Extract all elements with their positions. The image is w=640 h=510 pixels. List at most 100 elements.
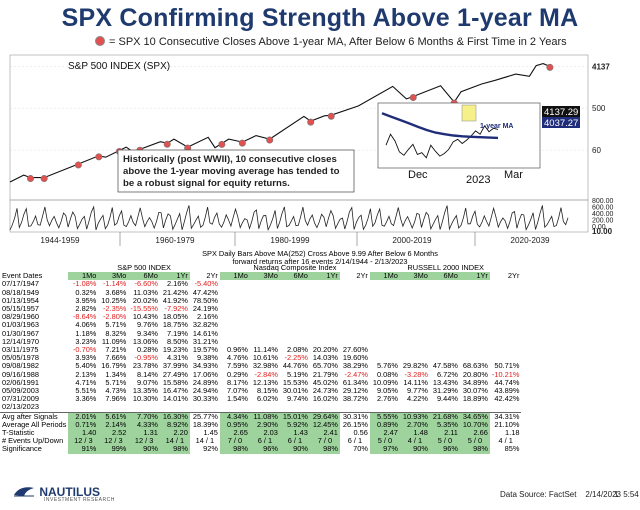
table-cell: 27.60% [342,345,368,355]
returns-table: S&P 500 INDEX Nasdaq Composite Index RUSSE… [0,263,640,474]
inset-highlight [461,104,477,122]
table-cell: 7.59% [226,361,248,371]
table-cell: 30.33% [192,394,218,404]
table-cell: 16.02% [312,394,338,404]
table-cell: 9.76% [136,320,158,330]
table-cell [430,289,460,297]
annotation-line: be a robust signal for equity returns. [123,178,290,189]
table-cell: 11.14% [253,345,278,355]
table-cell: 7.96% [105,394,127,404]
table-cell: 30.07% [462,386,488,396]
summary-cell: 5 / 0 [459,437,490,446]
summary-cell: 2.01% [68,411,99,421]
summary-cell: 1.40 [68,428,99,438]
table-subtitle: forward returns after 16 events 2/14/194… [232,257,408,266]
table-cell: 6.02% [256,394,278,404]
table-cell: 19.57% [192,345,218,355]
summary-cell: 5 / 0 [429,437,460,446]
table-cell [190,403,220,412]
table-cell: 24.94% [192,386,218,396]
table-cell [340,297,370,305]
col-header: 3Mo [399,271,430,281]
table-cell [250,305,280,313]
summary-label: Average All Periods [2,419,67,429]
table-cell: 8.17% [226,377,248,387]
summary-cell: 2.70% [399,420,430,430]
table-cell [490,403,522,412]
signal-marker [40,175,48,183]
table-cell: 10.61% [252,353,278,363]
table-cell: 18.05% [162,312,188,322]
summary-cell: 1.43 [279,428,310,438]
table-cell: -1.14% [102,279,127,289]
data-source: Data Source: FactSet 2/14/2023 5:54 [500,490,639,499]
era-label: 2000-2019 [392,236,432,245]
table-cell: 19.60% [342,353,368,363]
summary-cell: 16.30% [159,411,190,421]
table-cell [340,330,370,338]
table-cell: 0.96% [226,345,248,355]
col-header: 6Mo [128,271,160,281]
summary-row: T-Statistic 1.40 2.52 1.31 2.20 1.45 2.65 2.03 1… [0,428,521,438]
table-cell: 32.82% [192,320,218,330]
table-cell: -7.92% [164,304,188,314]
oscillator-tick: 800.00 [592,198,614,205]
table-cell: -2.47% [344,369,368,379]
table-cell [400,313,430,321]
table-cell [400,346,430,354]
table-cell: 19.23% [162,345,188,355]
table-cell [430,338,460,346]
signal-marker [266,136,274,144]
table-title-block: SPX Daily Bars Above MA(252) Cross Above… [0,250,640,266]
table-cell: 13.35% [132,386,158,396]
summary-cell: 12.45% [309,420,340,430]
summary-cell: 11.08% [249,411,280,421]
table-cell [430,403,460,412]
oscillator-last-value: 10.00 [592,227,613,236]
table-cell: 65.70% [312,361,338,371]
legend: = SPX 10 Consecutive Closes Above 1-year… [95,36,567,48]
table-cell: 30.01% [282,386,308,396]
table-cell: 2.13% [75,369,97,379]
table-cell: 18.75% [162,320,188,330]
col-header: 2Yr [206,271,218,281]
table-title: SPX Daily Bars Above MA(252) Cross Above… [202,249,438,258]
table-cell: 47.42% [192,287,218,297]
summary-cell: 21.68% [429,411,460,421]
table-cell [98,403,128,412]
summary-cell: 4.33% [128,420,160,430]
table-cell: -3.28% [404,369,428,379]
table-cell: -2.84% [254,369,278,379]
table-cell [460,313,490,321]
table-cell [430,313,460,321]
summary-cell: 2.90% [249,420,280,430]
table-cell: 68.63% [462,361,488,371]
table-cell: -15.55% [130,304,158,314]
table-cell [310,280,340,288]
brand-name: NAUTILUS [39,485,101,499]
summary-cell: 2.52 [98,428,129,438]
table-cell: 41.92% [162,295,188,305]
event-date: 08/18/1949 [2,287,39,297]
oscillator-tick: 400.00 [592,211,614,218]
table-cell [68,403,98,412]
table-cell [250,289,280,297]
summary-cell: 0.95% [219,420,250,430]
table-cell: 27.49% [162,369,188,379]
signal-dot-icon [95,36,105,46]
table-cell: 5.51% [75,386,97,396]
table-cell: 20.80% [462,369,488,379]
table-row: 05/09/2003 5.51% 4.73% 13.35% 16.47% 24.94% 7.… [0,386,521,396]
table-cell [460,403,490,412]
source-text: Data Source: FactSet [500,490,577,499]
table-cell: 8.32% [105,328,127,338]
event-date: 09/08/1982 [2,361,39,371]
table-cell [370,346,400,354]
signal-marker [27,175,35,183]
summary-cell: 25.77% [189,411,220,421]
inset-x-label: Mar [504,169,523,181]
summary-cell: 96% [429,445,460,454]
table-header-row: Event Dates 1Mo 3Mo 6Mo 1Yr 2Yr 1Mo 3Mo 6Mo 1Yr 2Y… [0,271,521,281]
summary-cell: 2.47 [369,428,400,438]
table-cell: 10.25% [101,295,127,305]
